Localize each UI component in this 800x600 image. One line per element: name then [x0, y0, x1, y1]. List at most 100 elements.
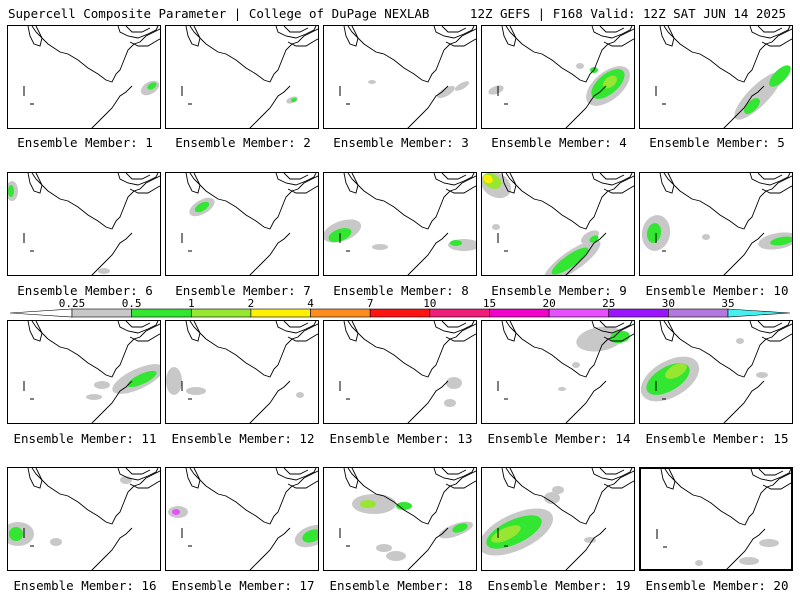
lake-outline [761, 38, 792, 47]
ensemble-member-map-6[interactable] [7, 172, 161, 276]
scp-contour-light [50, 538, 62, 546]
ensemble-member-map-5[interactable] [639, 25, 793, 129]
ensemble-member-map-3[interactable] [323, 25, 477, 129]
coastline [91, 85, 133, 128]
lake-outline [287, 38, 318, 47]
lake-outline [283, 173, 309, 180]
map-canvas [656, 469, 791, 569]
ensemble-member-label: Ensemble Member: 8 [333, 283, 469, 298]
coastline [249, 85, 291, 128]
coastline [249, 232, 291, 275]
ensemble-member-label: Ensemble Member: 17 [171, 578, 315, 593]
scp-contour-lime [360, 500, 376, 508]
scp-contour-light [444, 399, 456, 407]
lake-outline [445, 333, 476, 342]
scp-contour-green [551, 247, 589, 275]
ensemble-member-map-20[interactable] [639, 467, 793, 571]
colorbar-segment [548, 308, 610, 318]
scp-contour-light [584, 537, 596, 543]
ensemble-member-map-8[interactable] [323, 172, 477, 276]
scp-contour-light [372, 244, 388, 250]
lake-outline [757, 173, 783, 180]
coastline [91, 527, 133, 570]
color-scale-legend: 0.25 0.5 1 2 4 7 10 15 20 25 30 35 [10, 298, 790, 318]
coastline [565, 85, 607, 128]
map-canvas [640, 321, 792, 423]
lake-outline [659, 321, 675, 342]
map-title: Supercell Composite Parameter | College … [8, 6, 430, 21]
ensemble-member-map-4[interactable] [481, 25, 635, 129]
ensemble-member-label: Ensemble Member: 1 [17, 135, 153, 150]
ensemble-member-map-19[interactable] [481, 467, 635, 571]
lake-outline [125, 321, 151, 328]
lake-outline [445, 38, 476, 47]
ensemble-member-map-12[interactable] [165, 320, 319, 424]
ensemble-member-map-14[interactable] [481, 320, 635, 424]
lake-outline [125, 26, 151, 33]
coastline [31, 321, 160, 378]
lake-outline [283, 26, 309, 33]
scp-contour-light [86, 394, 102, 400]
coastline [663, 321, 792, 378]
lake-outline [599, 173, 625, 180]
ensemble-member-map-9[interactable] [481, 172, 635, 276]
colorbar-tick-label: 7 [367, 298, 374, 310]
scp-contour-green [194, 201, 210, 213]
lake-outline [749, 173, 791, 186]
ensemble-member-map-15[interactable] [639, 320, 793, 424]
map-canvas [497, 321, 634, 423]
lake-outline [343, 321, 359, 342]
lake-outline [758, 469, 784, 476]
scp-contour-green [452, 523, 468, 533]
ensemble-member-map-18[interactable] [323, 467, 477, 571]
colorbar-above-max [727, 308, 790, 318]
scp-contour-light [94, 381, 110, 389]
map-canvas [482, 468, 634, 570]
map-canvas [324, 173, 476, 275]
lake-outline [343, 173, 359, 194]
lake-outline [749, 26, 791, 39]
coastline [723, 85, 765, 128]
ensemble-member-label: Ensemble Member: 16 [13, 578, 157, 593]
scp-contour-green [396, 502, 412, 510]
coastline [565, 527, 607, 570]
lake-outline [591, 321, 633, 334]
colorbar-segment [250, 308, 311, 318]
lake-outline [445, 185, 476, 194]
scp-contour-light [368, 80, 376, 84]
ensemble-member-map-2[interactable] [165, 25, 319, 129]
ensemble-member-map-11[interactable] [7, 320, 161, 424]
lake-outline [185, 173, 201, 194]
scp-contour-light [695, 560, 703, 566]
lake-outline [185, 468, 201, 489]
colorbar-tick-label: 15 [483, 298, 496, 310]
lake-outline [757, 321, 783, 328]
lake-outline [603, 333, 634, 342]
colorbar-segment [369, 308, 431, 318]
scp-contour-lime [665, 363, 687, 379]
ensemble-member-map-10[interactable] [639, 172, 793, 276]
colorbar-tick-label: 4 [307, 298, 314, 310]
scp-contour-light [739, 557, 759, 565]
ensemble-member-map-7[interactable] [165, 172, 319, 276]
coastline [505, 321, 634, 378]
lake-outline [441, 173, 467, 180]
map-canvas [23, 26, 160, 128]
scp-contour-light [376, 544, 392, 552]
ensemble-member-map-16[interactable] [7, 467, 161, 571]
scp-contour-green [769, 65, 791, 87]
lake-outline [762, 482, 791, 490]
lake-outline [343, 468, 359, 489]
ensemble-member-map-13[interactable] [323, 320, 477, 424]
lake-outline [287, 480, 318, 489]
scp-contour-magenta [172, 509, 180, 515]
ensemble-member-map-17[interactable] [165, 467, 319, 571]
lake-outline [761, 185, 792, 194]
scp-contour-light [552, 486, 564, 494]
scp-contour-lime [491, 525, 521, 543]
lake-outline [129, 185, 160, 194]
lake-outline [27, 26, 43, 47]
map-canvas [8, 468, 160, 570]
ensemble-member-map-1[interactable] [7, 25, 161, 129]
ensemble-member-label: Ensemble Member: 10 [645, 283, 789, 298]
